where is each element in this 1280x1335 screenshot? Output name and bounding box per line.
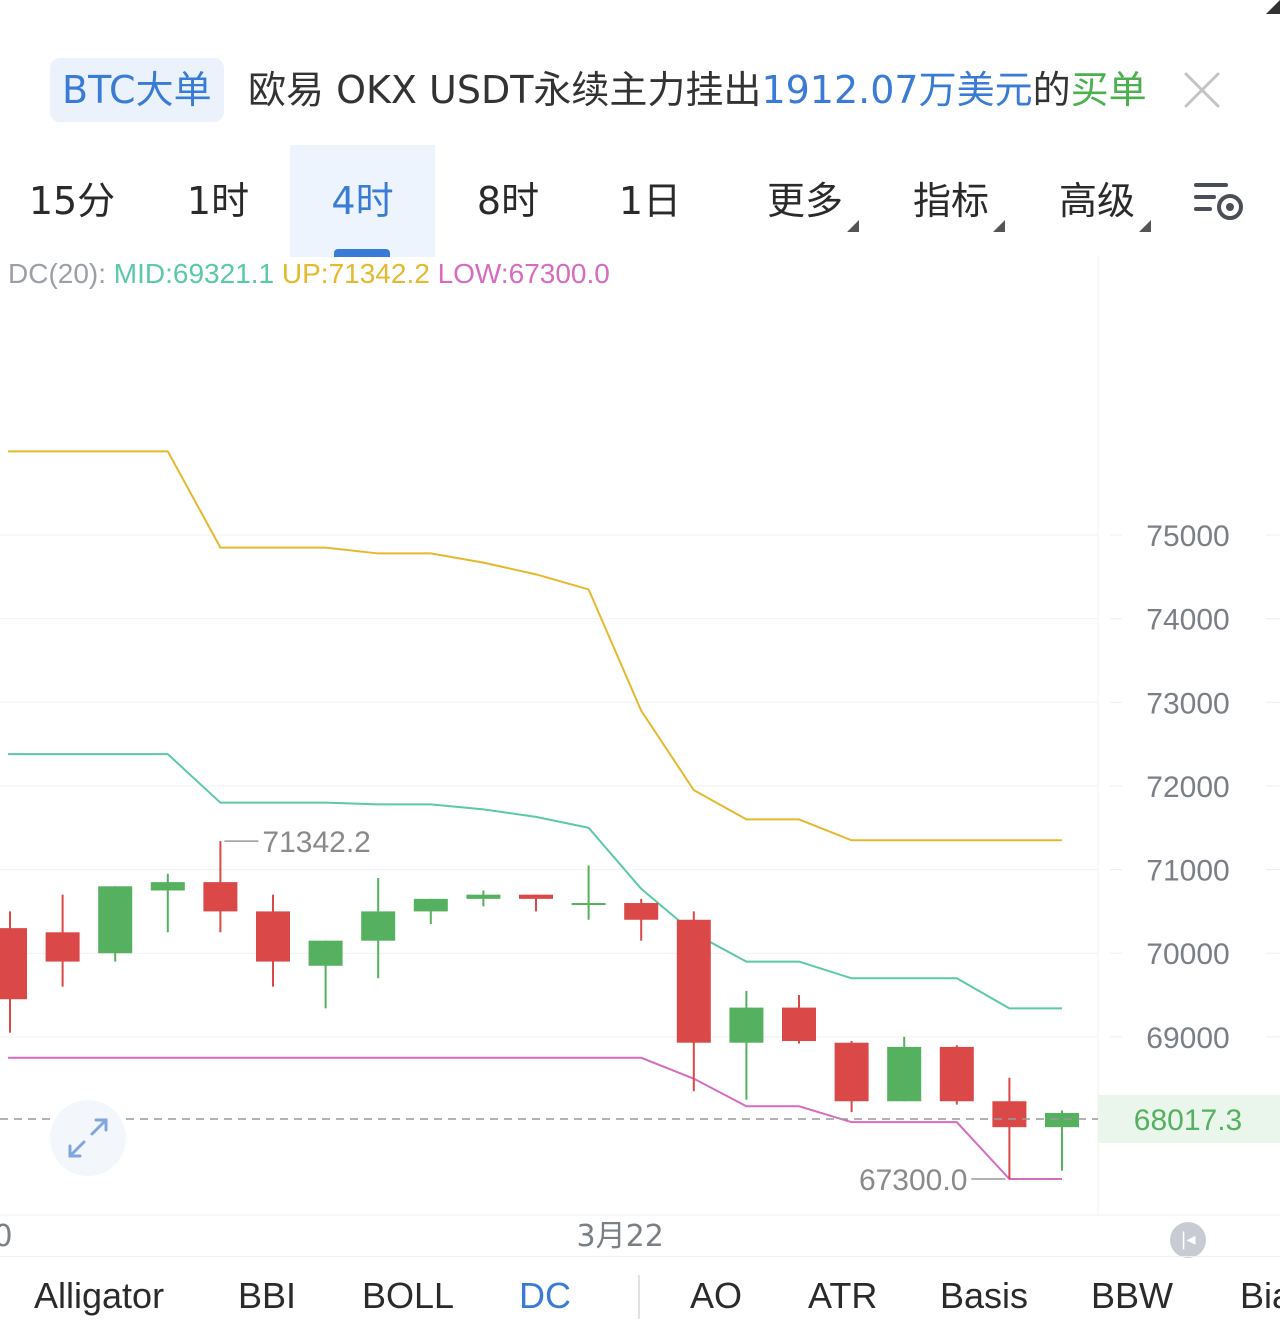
candle-down — [0, 928, 27, 1000]
close-icon[interactable] — [1180, 68, 1224, 112]
banner-side: 买单 — [1070, 68, 1147, 112]
jump-to-start-icon[interactable]: |◂ — [1170, 1222, 1206, 1258]
ind-tab-bias[interactable]: Bia — [1240, 1275, 1280, 1316]
ind-tab-bbi[interactable]: BBI — [238, 1275, 297, 1316]
ind-tab-ao[interactable]: AO — [690, 1275, 743, 1316]
dropdown-corner-icon — [1139, 220, 1151, 232]
tab-15m[interactable]: 15分 — [28, 179, 116, 223]
ind-tab-dc[interactable]: DC — [519, 1275, 571, 1316]
y-tick-label: 75000 — [1146, 520, 1229, 553]
max-price-label: 71342.2 — [262, 826, 370, 859]
tab-4h-label: 4时 — [331, 179, 394, 223]
candle-up — [98, 886, 133, 954]
candle-up — [413, 898, 448, 912]
y-tick-label: 70000 — [1146, 938, 1229, 971]
dropdown-corner-icon — [847, 220, 859, 232]
tab-1d[interactable]: 1日 — [618, 179, 682, 223]
indicator-tabs: Alligator BBI BOLL DC AO ATR Basis BBW B… — [0, 1256, 1280, 1328]
ind-tab-boll[interactable]: BOLL — [362, 1275, 455, 1316]
dc-upper-line — [8, 450, 1062, 842]
ind-tab-bbw[interactable]: BBW — [1091, 1275, 1174, 1316]
y-tick-label: 71000 — [1146, 855, 1229, 888]
candle-down — [45, 932, 80, 962]
banner-tag: BTC大单 — [50, 58, 224, 122]
y-tick-label: 73000 — [1146, 687, 1229, 720]
dc-name: DC(20): — [8, 258, 107, 289]
dc-indicator-values: DC(20): MID:69321.1 UP:71342.2 LOW:67300… — [8, 258, 610, 290]
dc-low-value: LOW:67300.0 — [437, 258, 610, 289]
min-price-label: 67300.0 — [859, 1164, 967, 1197]
x-tick-label: 3月22 — [577, 1219, 664, 1254]
banner-message: 欧易 OKX USDT永续主力挂出1912.07万美元的买单 — [248, 58, 1147, 122]
candle-up — [571, 903, 606, 906]
candlestick-chart[interactable]: 75000 74000 73000 72000 71000 70000 69000 71342… — [0, 255, 1280, 1255]
x-tick-label: 月20 — [0, 1219, 13, 1254]
active-tab-indicator — [334, 249, 390, 257]
candle-down — [256, 911, 290, 962]
corner-indicator — [1266, 0, 1280, 14]
candle-up — [1045, 1112, 1079, 1128]
candle-down — [782, 1007, 816, 1042]
chart-settings-icon[interactable] — [1190, 177, 1250, 227]
banner-message-prefix: 欧易 OKX USDT永续主力挂出 — [248, 68, 762, 112]
y-tick-label: 74000 — [1146, 604, 1229, 637]
candle-up — [466, 894, 501, 899]
banner-message-mid: 的 — [1032, 68, 1071, 112]
candle-up — [887, 1046, 922, 1102]
dropdown-corner-icon — [993, 220, 1005, 232]
candle-up — [308, 940, 343, 966]
candle-down — [203, 882, 238, 912]
candle-up — [361, 911, 396, 941]
indicators-dropdown[interactable]: 指标 — [904, 145, 1014, 257]
candle-down — [939, 1046, 974, 1102]
tab-1h[interactable]: 1时 — [186, 179, 250, 223]
last-price-label: 68017.3 — [1134, 1104, 1242, 1137]
tab-divider — [638, 1275, 640, 1319]
timeframe-tabs: 15分 1时 4时 8时 1日 更多 指标 高级 — [0, 145, 1280, 257]
advanced-dropdown[interactable]: 高级 — [1050, 145, 1160, 257]
advanced-label: 高级 — [1058, 179, 1135, 223]
candle-down — [992, 1101, 1027, 1128]
expand-icon — [68, 1118, 108, 1158]
indicators-label: 指标 — [912, 179, 989, 223]
candle-up — [729, 1007, 764, 1043]
dc-lower-line — [8, 1056, 1062, 1181]
dc-mid-value: MID:69321.1 — [113, 258, 275, 289]
last-price-tag — [1098, 1095, 1280, 1144]
candle-down — [834, 1042, 869, 1102]
candle-down — [519, 894, 553, 899]
candle-down — [676, 919, 711, 1043]
y-tick-label: 72000 — [1146, 771, 1229, 804]
more-label: 更多 — [766, 179, 843, 223]
banner-amount: 1912.07万美元 — [761, 68, 1033, 112]
big-order-banner[interactable]: BTC大单 欧易 OKX USDT永续主力挂出1912.07万美元的买单 — [0, 40, 1280, 140]
ind-tab-alligator[interactable]: Alligator — [34, 1275, 165, 1316]
ind-tab-atr[interactable]: ATR — [808, 1275, 878, 1316]
y-tick-label: 69000 — [1146, 1022, 1229, 1055]
tab-4h[interactable]: 4时 — [290, 145, 435, 257]
dc-up-value: UP:71342.2 — [281, 258, 430, 289]
tab-8h[interactable]: 8时 — [476, 179, 540, 223]
candle-down — [624, 903, 659, 920]
candle-up — [150, 882, 185, 891]
expand-chart-button[interactable] — [50, 1100, 126, 1176]
dc-mid-line — [8, 753, 1062, 1010]
more-dropdown[interactable]: 更多 — [758, 145, 868, 257]
ind-tab-basis[interactable]: Basis — [940, 1275, 1029, 1316]
